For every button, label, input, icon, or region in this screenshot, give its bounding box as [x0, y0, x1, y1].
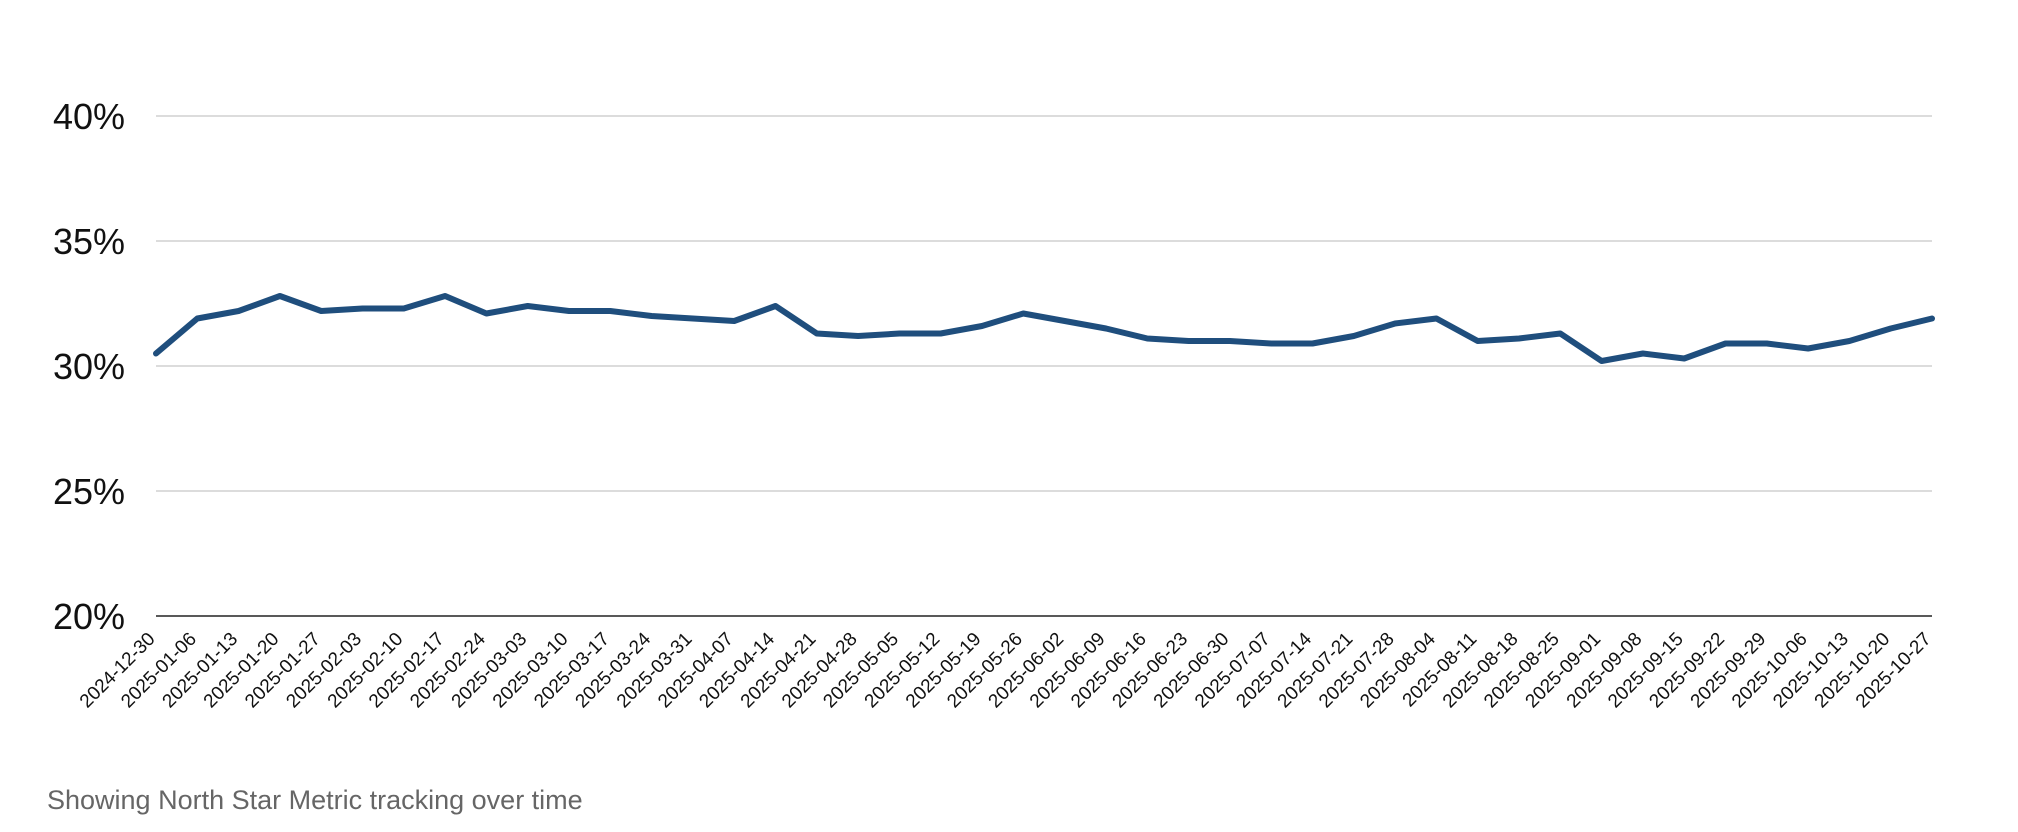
y-axis-tick-labels: 20% 25% 30% 35% 40% [53, 96, 125, 637]
y-tick-label: 35% [53, 221, 125, 262]
series-line-0 [153, 293, 1935, 364]
series-lines [153, 293, 1935, 364]
y-tick-label: 30% [53, 346, 125, 387]
x-axis-tick-labels: 2024-12-302025-01-062025-01-132025-01-20… [76, 628, 1936, 712]
y-tick-label: 20% [53, 596, 125, 637]
y-tick-label: 25% [53, 471, 125, 512]
y-tick-label: 40% [53, 96, 125, 137]
gridlines [156, 115, 1932, 617]
line-chart: 20% 25% 30% 35% 40% 2024-12-302025-01-062025… [53, 96, 1936, 712]
chart-caption: Showing North Star Metric tracking over … [47, 785, 583, 815]
